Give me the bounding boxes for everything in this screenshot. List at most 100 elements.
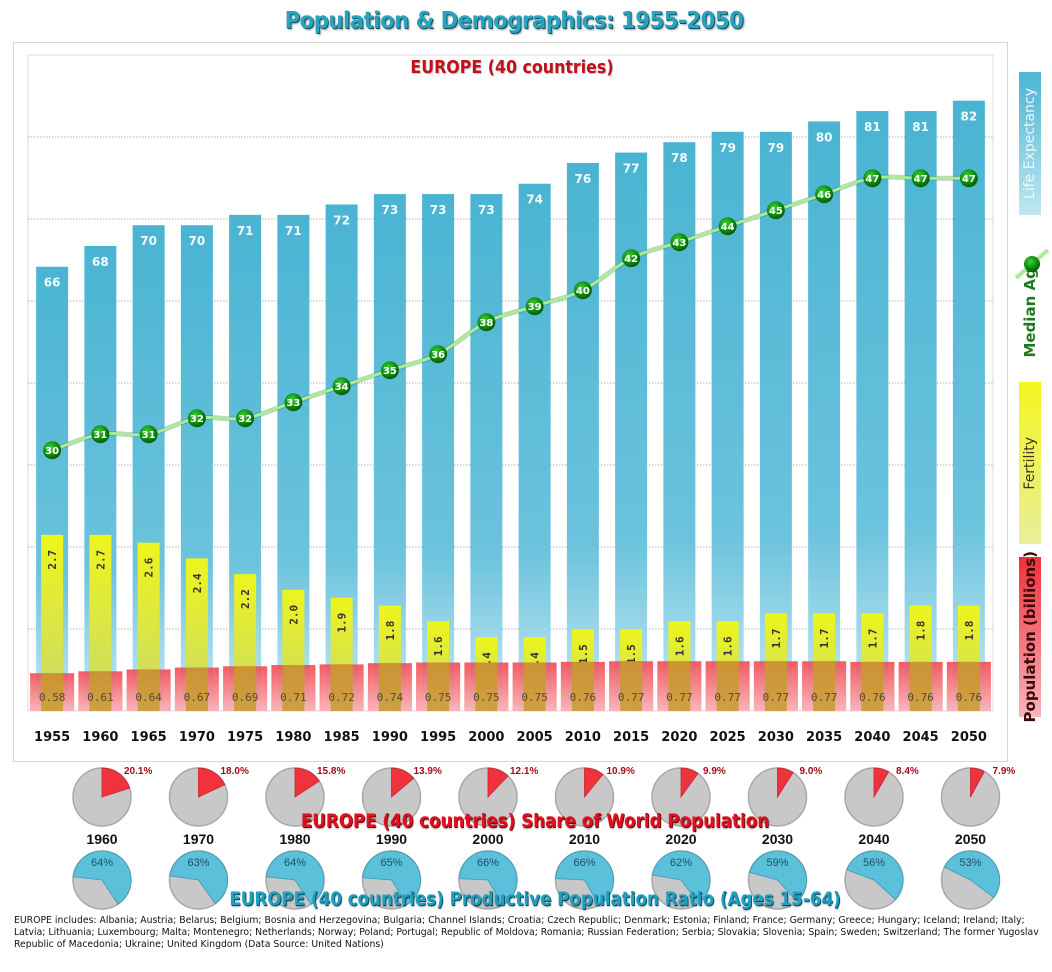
fertility-label: 1.9	[336, 613, 349, 633]
median-age-label: 46	[817, 190, 831, 201]
median-age-point	[766, 201, 785, 220]
population-fertility-overlap	[571, 661, 594, 711]
median-age-point	[91, 425, 110, 444]
median-age-label: 35	[383, 366, 397, 377]
chart-title: EUROPE (40 countries)	[410, 57, 614, 78]
ratio-pct-label: 64%	[90, 857, 114, 869]
share-pct-label: 20.1%	[124, 766, 153, 777]
ratio-pie-slice	[265, 850, 325, 905]
ratio-pct-label: 64%	[283, 857, 307, 869]
median-age-point	[863, 169, 882, 188]
median-age-point	[43, 441, 62, 460]
population-fertility-overlap	[137, 669, 160, 711]
fertility-label: 1.8	[384, 621, 397, 641]
life-expectancy-bar	[518, 183, 551, 711]
x-tick-label: 2040	[854, 730, 890, 745]
median-age-label: 43	[672, 238, 686, 249]
median-age-point	[236, 409, 255, 428]
fertility-label: 1.8	[915, 621, 928, 641]
population-fertility-overlap	[475, 662, 498, 711]
fertility-label: 1.6	[673, 636, 686, 656]
x-tick-label: 2020	[661, 730, 697, 745]
population-fertility-overlap	[41, 673, 64, 711]
population-label: 0.76	[956, 691, 983, 704]
population-label: 0.58	[39, 691, 66, 704]
life-expectancy-label: 73	[478, 203, 495, 217]
population-label: 0.67	[184, 691, 211, 704]
population-fertility-overlap	[813, 661, 836, 711]
ratio-pct-label: 59%	[766, 857, 789, 869]
pie-year-label: 1960	[86, 831, 118, 847]
median-age-point	[573, 281, 592, 300]
median-age-label: 47	[962, 174, 976, 185]
share-pie-slice	[970, 767, 985, 798]
median-age-series: 30 31 31 32 32 33 34 35 36 38 39 40 42 43 44 45 46 47 47 47	[43, 169, 978, 460]
pie-year-label: 1970	[182, 831, 215, 847]
ratio-title: EUROPE (40 countries) Productive Populat…	[229, 888, 841, 910]
median-age-label: 32	[190, 414, 204, 425]
median-age-point	[284, 393, 303, 412]
life-expectancy-bar	[470, 194, 503, 711]
population-fertility-overlap	[378, 663, 401, 711]
population-label: 0.71	[280, 691, 307, 704]
share-pie-slice	[294, 767, 320, 798]
fertility-label: 1.5	[577, 644, 590, 664]
median-age-label: 47	[865, 174, 879, 185]
population-fertility-overlap	[523, 662, 546, 711]
population-fertility-overlap	[234, 666, 257, 711]
x-tick-label: 2050	[951, 730, 987, 745]
population-label: 0.61	[87, 691, 114, 704]
ratio-pie-slice	[362, 850, 421, 906]
population-label: 0.72	[328, 691, 355, 704]
life-expectancy-label: 72	[333, 213, 350, 227]
x-tick-label: 2015	[613, 730, 649, 745]
population-fertility-overlap	[861, 661, 884, 711]
population-label: 0.77	[811, 691, 838, 704]
share-title: EUROPE (40 countries) Share of World Pop…	[300, 810, 770, 832]
legend-life-label: Life Expectancy	[1022, 88, 1038, 199]
life-expectancy-bar	[615, 152, 648, 711]
x-tick-label: 2030	[758, 730, 794, 745]
ratio-pie-slice	[555, 850, 614, 906]
ratio-pct-label: 66%	[573, 857, 596, 869]
median-age-label: 39	[528, 302, 542, 313]
median-age-point	[477, 313, 496, 332]
population-fertility-overlap	[330, 664, 353, 711]
fertility-label: 2.4	[191, 573, 204, 593]
fertility-label: 2.0	[287, 605, 300, 625]
ratio-pie-slice	[72, 850, 132, 905]
x-tick-label: 1995	[420, 730, 456, 745]
fertility-label: 1.7	[818, 628, 831, 648]
population-label: 0.75	[521, 691, 548, 704]
life-expectancy-label: 81	[864, 120, 881, 134]
ratio-pie-slice	[169, 850, 228, 905]
share-pct-label: 15.8%	[317, 766, 346, 777]
fertility-label: 2.2	[239, 589, 252, 609]
x-tick-label: 2045	[903, 730, 939, 745]
median-age-label: 38	[479, 318, 493, 329]
population-fertility-overlap	[909, 661, 932, 711]
x-tick-label: 2025	[710, 730, 746, 745]
share-pct-label: 8.4%	[896, 766, 919, 777]
population-label: 0.75	[425, 691, 452, 704]
ratio-pie-slice	[749, 850, 807, 903]
legend-life-expectancy: Life Expectancy	[1019, 72, 1041, 215]
life-expectancy-label: 71	[237, 224, 254, 238]
median-age-label: 31	[142, 430, 156, 441]
population-label: 0.77	[763, 691, 790, 704]
life-expectancy-label: 79	[719, 141, 736, 155]
x-tick-label: 1975	[227, 730, 263, 745]
ratio-pct-label: 62%	[669, 857, 693, 869]
main-title: Population & Demographics: 1955-2050	[284, 8, 744, 34]
median-age-point	[670, 233, 689, 252]
median-age-point	[525, 297, 544, 316]
share-pie-slice	[584, 767, 604, 799]
share-pie-slice	[198, 767, 226, 798]
population-label: 0.76	[859, 691, 886, 704]
share-pct-label: 9.9%	[703, 766, 726, 777]
x-tick-label: 1955	[34, 730, 70, 745]
share-pct-label: 18.0%	[220, 766, 249, 777]
share-pie-slice	[487, 767, 509, 799]
